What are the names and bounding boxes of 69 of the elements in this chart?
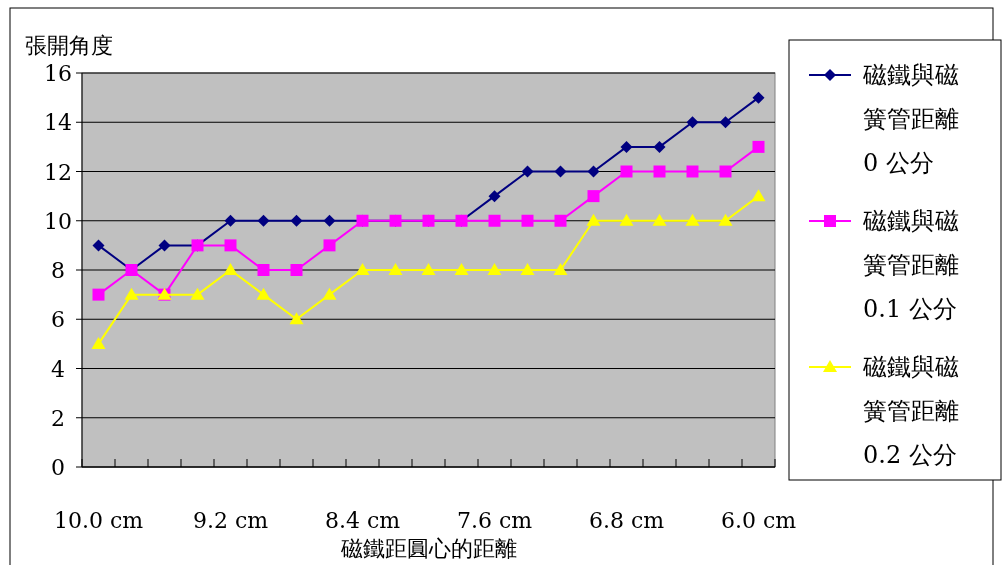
point bbox=[619, 213, 634, 226]
point bbox=[553, 263, 568, 275]
point bbox=[257, 264, 270, 276]
point bbox=[224, 239, 237, 252]
y-axis-title: 張開角度 bbox=[25, 33, 113, 58]
point bbox=[388, 263, 403, 275]
x-axis-title: 磁鐵距圓心的距離 bbox=[339, 536, 517, 561]
point bbox=[454, 263, 469, 275]
y-tick-label: 4 bbox=[51, 356, 65, 382]
point bbox=[521, 214, 534, 227]
point bbox=[487, 263, 502, 275]
point bbox=[751, 189, 766, 202]
point bbox=[421, 263, 436, 275]
point bbox=[488, 214, 501, 227]
point bbox=[190, 287, 205, 300]
point bbox=[323, 214, 336, 227]
point bbox=[223, 263, 238, 275]
y-tick-label: 14 bbox=[44, 110, 72, 136]
point bbox=[290, 214, 303, 227]
point bbox=[91, 336, 106, 349]
point bbox=[719, 165, 732, 178]
point bbox=[587, 190, 600, 203]
point bbox=[257, 214, 270, 227]
legend-label: 磁鐵與磁簧管距離 0.1 公分 bbox=[862, 207, 959, 323]
point bbox=[521, 165, 534, 178]
point bbox=[554, 165, 567, 178]
point bbox=[586, 213, 601, 226]
point bbox=[256, 287, 271, 300]
point bbox=[620, 165, 633, 178]
point bbox=[752, 91, 765, 104]
point bbox=[488, 190, 501, 203]
point bbox=[355, 263, 370, 275]
point bbox=[224, 214, 237, 227]
x-tick-label: 6.0 cm bbox=[720, 508, 797, 533]
point bbox=[653, 165, 666, 178]
point bbox=[289, 312, 304, 325]
point bbox=[158, 239, 171, 252]
point bbox=[620, 140, 633, 153]
point bbox=[718, 213, 733, 226]
point bbox=[322, 287, 337, 300]
x-tick-label: 9.2 cm bbox=[192, 508, 269, 533]
x-tick-label: 10.0 cm bbox=[53, 508, 144, 533]
point bbox=[520, 263, 535, 275]
y-tick-label: 2 bbox=[51, 405, 65, 431]
point bbox=[587, 165, 600, 178]
point bbox=[653, 140, 666, 153]
legend-label: 磁鐵與磁簧管距離 0 公分 bbox=[862, 61, 959, 177]
legend-label: 磁鐵與磁簧管距離 0.2 公分 bbox=[862, 353, 959, 469]
x-tick-label: 8.4 cm bbox=[324, 508, 401, 533]
x-tick-label: 7.6 cm bbox=[456, 508, 533, 533]
point bbox=[686, 116, 699, 129]
point bbox=[685, 213, 700, 226]
point bbox=[719, 116, 732, 129]
y-tick-label: 16 bbox=[44, 61, 72, 86]
y-tick-label: 10 bbox=[44, 208, 72, 234]
point bbox=[124, 287, 139, 300]
point bbox=[686, 165, 699, 178]
y-tick-label: 12 bbox=[44, 159, 72, 185]
y-tick-label: 6 bbox=[51, 307, 65, 333]
point bbox=[92, 239, 105, 252]
y-tick-label: 8 bbox=[51, 258, 65, 283]
point bbox=[323, 239, 336, 252]
y-tick-label: 0 bbox=[51, 455, 65, 480]
x-tick-label: 6.8 cm bbox=[588, 508, 665, 533]
point bbox=[290, 264, 303, 276]
point bbox=[752, 140, 765, 153]
point bbox=[554, 214, 567, 227]
point bbox=[92, 288, 105, 301]
point bbox=[652, 213, 667, 226]
